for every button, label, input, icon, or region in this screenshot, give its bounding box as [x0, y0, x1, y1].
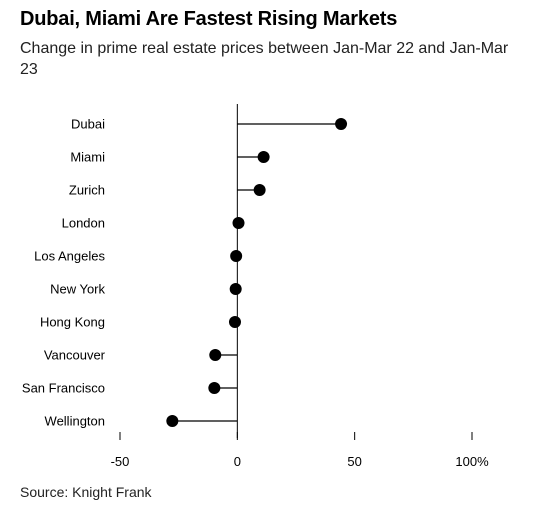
x-tick-label: 50 — [347, 454, 361, 469]
source-note: Source: Knight Frank — [20, 484, 152, 500]
category-label: London — [62, 216, 105, 231]
x-tick-label: -50 — [111, 454, 130, 469]
data-point — [209, 349, 222, 361]
data-point — [257, 151, 270, 163]
data-point — [230, 250, 243, 262]
category-label: Zurich — [69, 183, 105, 198]
category-label: Vancouver — [44, 348, 106, 363]
data-point — [229, 283, 242, 295]
data-point — [232, 217, 245, 229]
category-label: Los Angeles — [34, 249, 105, 264]
category-label: Dubai — [71, 117, 105, 132]
data-point — [166, 415, 179, 427]
category-label: Hong Kong — [40, 315, 105, 330]
chart-subtitle: Change in prime real estate prices betwe… — [20, 40, 509, 78]
data-point — [208, 382, 221, 394]
category-label: San Francisco — [22, 381, 105, 396]
data-point — [253, 184, 266, 196]
x-tick-label: 0 — [234, 454, 241, 469]
data-point — [228, 316, 241, 328]
category-label: Miami — [70, 150, 105, 165]
data-point — [335, 118, 348, 130]
chart-title: Dubai, Miami Are Fastest Rising Markets — [20, 8, 398, 30]
category-label: Wellington — [45, 414, 105, 429]
category-label: New York — [50, 282, 105, 297]
x-tick-label: 100% — [455, 454, 489, 469]
